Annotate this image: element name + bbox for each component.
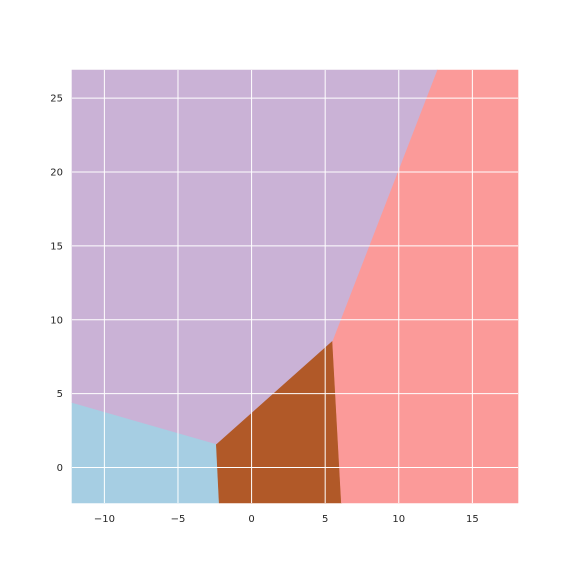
region-class-3 [71,69,438,445]
y-tick-label: 0 [57,463,63,474]
y-tick-label: 10 [50,315,63,326]
x-tick-label: 15 [466,514,479,525]
x-tick-label: −5 [171,514,186,525]
x-tick-label: 0 [248,514,254,525]
regions-layer [71,69,519,504]
y-tick-label: 20 [50,167,63,178]
region-class-2 [332,69,519,504]
x-tick-label: 10 [392,514,405,525]
grid-layer [72,70,518,503]
y-tick-label: 5 [57,389,63,400]
x-tick-label: 5 [322,514,328,525]
y-axis-ticks: 0 5 10 15 20 25 [50,94,63,474]
x-tick-label: −10 [94,514,115,525]
y-tick-label: 15 [50,241,63,252]
y-tick-label: 25 [50,94,63,105]
x-axis-ticks: −10 −5 0 5 10 15 [94,514,479,525]
